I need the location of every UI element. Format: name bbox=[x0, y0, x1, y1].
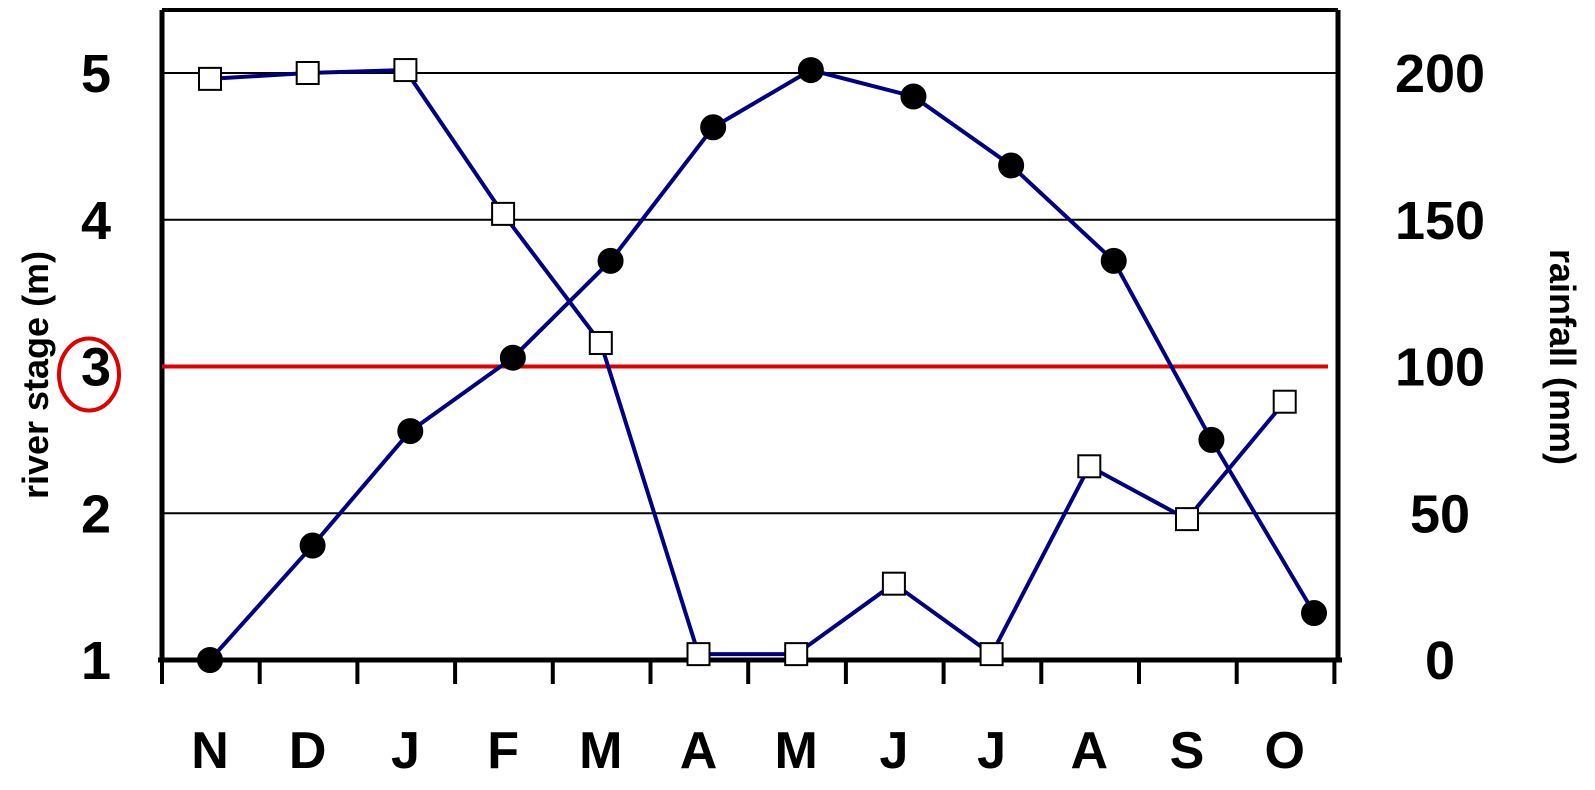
river-stage-point bbox=[299, 532, 326, 559]
x-tick-label: N bbox=[191, 722, 229, 780]
gridlines bbox=[162, 72, 1338, 515]
river-stage-point bbox=[797, 57, 824, 84]
y-left-tick-label: 4 bbox=[81, 191, 111, 251]
x-tick-label: D bbox=[289, 722, 327, 780]
x-tick-label: F bbox=[487, 722, 519, 780]
rainfall-point bbox=[979, 642, 1004, 667]
rainfall-point bbox=[1175, 507, 1199, 532]
x-tick-label: J bbox=[977, 722, 1006, 780]
river-stage-point bbox=[998, 152, 1025, 179]
y-left-tick-label: 3 bbox=[81, 338, 111, 398]
x-tick-label: M bbox=[775, 722, 818, 780]
y-left-tick-label: 2 bbox=[81, 484, 111, 544]
river-stage-point bbox=[397, 418, 424, 445]
river-stage-line bbox=[208, 67, 1316, 662]
x-tick-label: M bbox=[579, 722, 622, 780]
rainfall-point bbox=[588, 331, 613, 356]
rainfall-line bbox=[209, 68, 1287, 658]
y-right-tick-label: 50 bbox=[1410, 484, 1470, 544]
river-stage-point bbox=[1198, 426, 1225, 453]
highlight-circle bbox=[57, 336, 121, 413]
rainfall-point bbox=[1272, 389, 1297, 414]
series-group bbox=[197, 57, 1328, 673]
x-tick-label: O bbox=[1264, 722, 1304, 780]
rainfall-point bbox=[295, 61, 320, 85]
y-right-tick-label: 0 bbox=[1425, 631, 1455, 691]
x-tick-label: A bbox=[1071, 722, 1109, 780]
x-tick-label: S bbox=[1170, 722, 1205, 780]
rainfall-point bbox=[491, 201, 516, 226]
x-tick-label: J bbox=[391, 722, 420, 780]
rainfall-point bbox=[784, 642, 809, 667]
x-tick-label: J bbox=[879, 722, 908, 780]
y-left-tick-label: 5 bbox=[81, 44, 111, 104]
plot-frame bbox=[158, 8, 1342, 684]
rainfall-point bbox=[1077, 454, 1102, 479]
rainfall-point bbox=[393, 58, 418, 83]
rainfall-point bbox=[881, 571, 906, 596]
y-right-tick-label: 100 bbox=[1395, 338, 1485, 398]
y-right-tick-label: 200 bbox=[1395, 44, 1485, 104]
rainfall-point bbox=[686, 642, 711, 667]
rainfall-point bbox=[198, 66, 222, 91]
river-stage-point bbox=[1301, 600, 1328, 627]
y-axis-right-title: rainfall (mm) bbox=[1542, 249, 1583, 465]
river-stage-point bbox=[597, 247, 624, 274]
river-stage-point bbox=[1100, 247, 1127, 274]
river-stage-point bbox=[900, 83, 927, 110]
y-axis-left-title: river stage (m) bbox=[15, 251, 56, 499]
river-stage-point bbox=[700, 114, 727, 141]
y-right-tick-label: 150 bbox=[1395, 191, 1485, 251]
x-tick-label: A bbox=[680, 722, 718, 780]
river-stage-point bbox=[197, 647, 223, 673]
river-stage-point bbox=[499, 344, 526, 371]
y-left-tick-label: 1 bbox=[81, 631, 111, 691]
